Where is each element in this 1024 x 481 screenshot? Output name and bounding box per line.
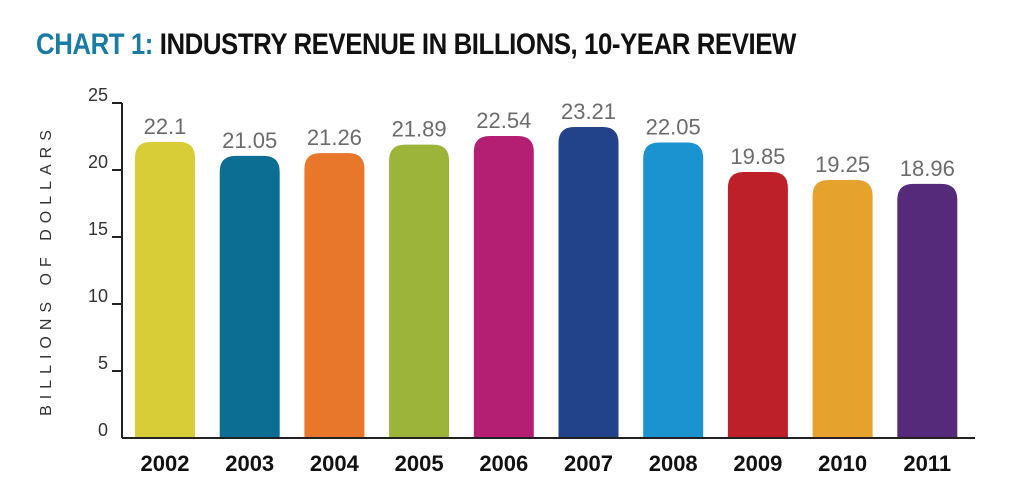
value-label-2010: 19.25 [815, 152, 870, 177]
x-tick-label-2011: 2011 [903, 451, 951, 476]
x-tick-label-2003: 2003 [225, 451, 274, 476]
bar-2011 [897, 183, 958, 438]
value-label-2004: 21.26 [307, 125, 362, 150]
value-labels-group: 22.1 21.05 21.26 21.89 22.54 23.21 22.05 19.85 1… [144, 99, 955, 181]
value-label-2003: 21.05 [222, 128, 277, 153]
y-tick-label-0: 0 [98, 420, 108, 440]
x-tick-label-2010: 2010 [818, 451, 867, 476]
value-label-2002: 22.1 [144, 114, 187, 139]
y-tick-label-5: 5 [98, 353, 108, 373]
bar-2009 [727, 172, 788, 438]
bars-group [135, 126, 958, 439]
x-tick-label-2007: 2007 [564, 451, 613, 476]
x-tick-label-2009: 2009 [733, 451, 782, 476]
value-label-2005: 21.89 [392, 117, 447, 142]
bar-2002 [135, 141, 195, 439]
chart-title-prefix: CHART 1: [36, 28, 153, 61]
bar-2008 [643, 142, 704, 438]
y-tick-label-25: 25 [88, 85, 108, 105]
bar-2006 [473, 135, 534, 439]
value-label-2008: 22.05 [646, 115, 701, 140]
chart-title: CHART 1: INDUSTRY REVENUE IN BILLIONS, 1… [36, 28, 796, 62]
value-label-2007: 23.21 [561, 99, 616, 124]
bar-2005 [389, 144, 450, 438]
bar-2003 [219, 155, 280, 438]
axes-group: 2002 2003 2004 2005 2006 2007 2008 2009 2010 2011… [88, 85, 975, 476]
x-tick-label-2008: 2008 [649, 451, 698, 476]
y-tick-label-20: 20 [88, 152, 108, 172]
bar-2010 [812, 180, 873, 439]
value-label-2006: 22.54 [476, 108, 531, 133]
x-tick-label-2006: 2006 [479, 451, 528, 476]
chart-title-text: INDUSTRY REVENUE IN BILLIONS, 10-YEAR RE… [159, 28, 797, 61]
bar-2004 [304, 153, 365, 438]
x-tick-label-2004: 2004 [310, 451, 360, 476]
y-tick-label-10: 10 [88, 286, 108, 306]
bar-2007 [558, 126, 619, 439]
x-tick-label-2002: 2002 [141, 451, 190, 476]
x-tick-label-2005: 2005 [395, 451, 444, 476]
value-label-2011: 18.96 [900, 156, 955, 181]
value-label-2009: 19.85 [730, 144, 785, 169]
y-tick-label-15: 15 [88, 219, 108, 239]
